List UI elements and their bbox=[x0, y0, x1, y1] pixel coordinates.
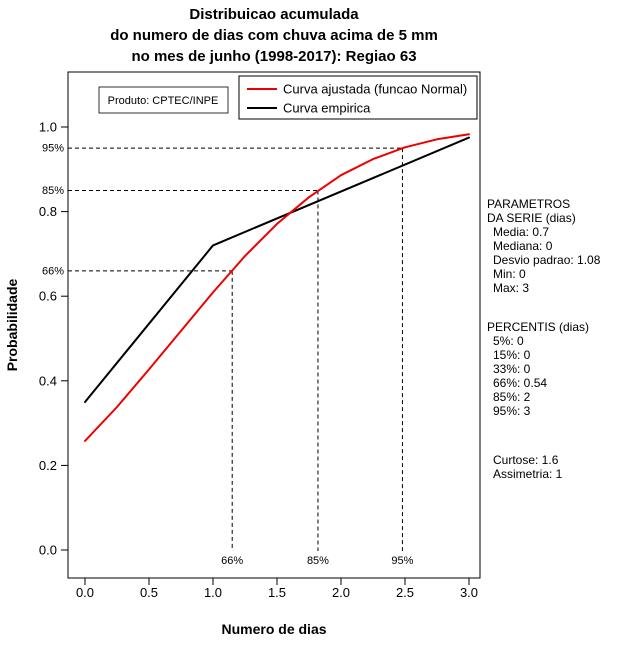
y-tick-label: 0.8 bbox=[39, 204, 57, 219]
guide-y-label: 85% bbox=[42, 185, 64, 197]
stats-heading: PERCENTIS (dias) bbox=[487, 320, 590, 334]
stats-section-2: PERCENTIS (dias) 5%: 0 15%: 0 33%: 0 66%: 0.… bbox=[487, 320, 600, 418]
legend-box bbox=[238, 75, 478, 120]
guide-x-label: 95% bbox=[391, 555, 413, 567]
x-axis-ticks: 0.0 0.5 1.0 1.5 2.0 2.5 3.0 bbox=[76, 578, 478, 600]
series-line-curva-ajustada-funcao-normal bbox=[84, 133, 470, 442]
stats-item: 85%: 2 bbox=[493, 390, 531, 404]
stats-item: Max: 3 bbox=[493, 281, 530, 295]
y-tick-label: 0.0 bbox=[39, 543, 57, 558]
stats-item: 15%: 0 bbox=[493, 348, 531, 362]
stats-item: 95%: 3 bbox=[493, 404, 531, 418]
guide-x-label: 85% bbox=[307, 555, 329, 567]
stats-item: Curtose: 1.6 bbox=[493, 453, 559, 467]
stats-section-1: PARAMETROS DA SERIE (dias) Media: 0.7 Media… bbox=[487, 197, 600, 295]
stats-item: Assimetria: 1 bbox=[493, 467, 563, 481]
series-line-curva-empirica bbox=[84, 136, 470, 403]
curves bbox=[84, 133, 470, 442]
x-tick-label: 0.0 bbox=[76, 585, 94, 600]
guide-y-label: 66% bbox=[42, 265, 64, 277]
y-axis-title: Probabilidade bbox=[4, 279, 20, 372]
y-tick-label: 0.6 bbox=[39, 289, 57, 304]
guide-y-label: 95% bbox=[42, 143, 64, 155]
x-tick-label: 2.0 bbox=[332, 585, 350, 600]
x-axis-title: Numero de dias bbox=[221, 621, 326, 637]
stats-item: 33%: 0 bbox=[493, 362, 531, 376]
legend-empirical-label: Curva empirica bbox=[283, 101, 371, 116]
stats-item: Media: 0.7 bbox=[493, 225, 550, 239]
stats-item: 66%: 0.54 bbox=[493, 376, 548, 390]
chart-title-line1: Distribuicao acumulada bbox=[189, 6, 359, 23]
stats-heading: DA SERIE (dias) bbox=[487, 211, 576, 225]
chart-title: Distribuicao acumulada do numero de dias… bbox=[0, 4, 548, 67]
stats-heading: PARAMETROS bbox=[487, 197, 571, 211]
y-tick-label: 0.2 bbox=[39, 458, 57, 473]
stats-item: Desvio padrao: 1.08 bbox=[493, 253, 601, 267]
stats-panel: PARAMETROS DA SERIE (dias) Media: 0.7 Media… bbox=[487, 197, 600, 481]
x-tick-label: 3.0 bbox=[460, 585, 478, 600]
x-tick-label: 1.0 bbox=[204, 585, 222, 600]
watermark-box bbox=[98, 86, 229, 114]
percentile-guides: 66% 66% 85% 85% 95% 95% bbox=[42, 143, 414, 567]
stats-item: Min: 0 bbox=[493, 267, 526, 281]
guide-x-label: 66% bbox=[221, 555, 243, 567]
watermark-text: Produto: CPTEC/INPE bbox=[108, 95, 219, 107]
x-tick-label: 2.5 bbox=[396, 585, 414, 600]
y-tick-label: 0.4 bbox=[39, 373, 57, 388]
legend-fitted-label: Curva ajustada (funcao Normal) bbox=[283, 82, 467, 97]
chart-title-line3: no mes de junho (1998-2017): Regiao 63 bbox=[131, 48, 417, 65]
stats-item: 5%: 0 bbox=[493, 334, 524, 348]
stats-section-3: Curtose: 1.6 Assimetria: 1 bbox=[487, 453, 600, 481]
x-tick-label: 0.5 bbox=[140, 585, 158, 600]
chart-title-line2: do numero de dias com chuva acima de 5 m… bbox=[110, 27, 438, 44]
y-tick-label: 1.0 bbox=[39, 120, 57, 135]
y-axis-ticks: 0.0 0.2 0.4 0.6 0.8 1.0 bbox=[39, 120, 68, 558]
stats-item: Mediana: 0 bbox=[493, 239, 553, 253]
plot-border bbox=[67, 71, 481, 579]
x-tick-label: 1.5 bbox=[268, 585, 286, 600]
